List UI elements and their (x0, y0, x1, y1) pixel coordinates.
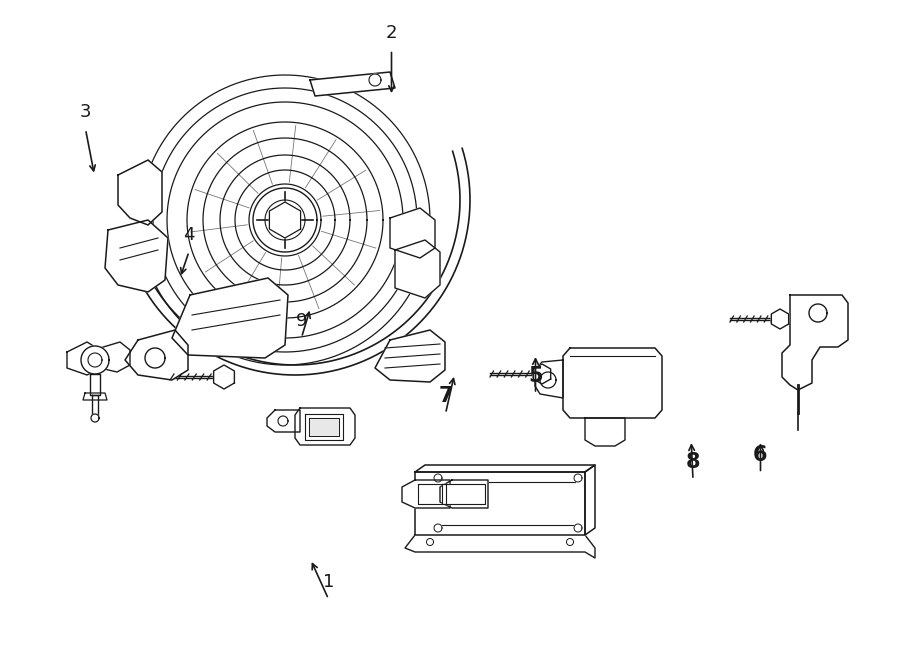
Polygon shape (91, 414, 99, 422)
Polygon shape (534, 364, 551, 384)
Polygon shape (172, 278, 288, 358)
Polygon shape (574, 474, 582, 482)
Polygon shape (771, 309, 788, 329)
Polygon shape (369, 74, 381, 86)
Text: 8: 8 (686, 452, 700, 472)
Polygon shape (88, 353, 102, 367)
Polygon shape (395, 240, 440, 298)
Text: 4: 4 (184, 226, 194, 244)
Polygon shape (67, 342, 100, 375)
Polygon shape (535, 360, 563, 398)
Polygon shape (427, 538, 434, 545)
Polygon shape (434, 524, 442, 532)
Polygon shape (440, 480, 488, 508)
Polygon shape (442, 484, 485, 504)
Text: 3: 3 (80, 103, 91, 121)
Polygon shape (782, 295, 848, 390)
Polygon shape (265, 200, 305, 240)
Polygon shape (563, 348, 662, 418)
Text: 2: 2 (386, 24, 397, 42)
Polygon shape (100, 342, 130, 372)
Polygon shape (375, 330, 445, 382)
Polygon shape (253, 188, 317, 252)
Polygon shape (118, 160, 162, 225)
Polygon shape (415, 472, 585, 535)
Polygon shape (92, 395, 98, 415)
Polygon shape (105, 220, 168, 292)
Polygon shape (213, 365, 234, 389)
Polygon shape (278, 416, 288, 426)
Polygon shape (269, 202, 301, 238)
Polygon shape (309, 418, 339, 436)
Polygon shape (145, 348, 165, 368)
Polygon shape (434, 474, 442, 482)
Text: 5: 5 (528, 366, 543, 386)
Text: 9: 9 (296, 312, 307, 330)
Polygon shape (310, 72, 395, 96)
Polygon shape (305, 414, 343, 440)
Polygon shape (81, 346, 109, 374)
Polygon shape (574, 524, 582, 532)
Polygon shape (809, 304, 827, 322)
Text: 7: 7 (438, 386, 453, 406)
Polygon shape (540, 372, 556, 388)
Text: 1: 1 (323, 573, 334, 591)
Polygon shape (125, 330, 188, 380)
Polygon shape (418, 484, 446, 504)
Polygon shape (390, 208, 435, 258)
Polygon shape (566, 538, 573, 545)
Polygon shape (267, 410, 300, 432)
Polygon shape (90, 374, 100, 395)
Polygon shape (83, 393, 107, 400)
Polygon shape (295, 408, 355, 445)
Polygon shape (415, 465, 595, 472)
Polygon shape (585, 465, 595, 535)
Polygon shape (405, 535, 595, 558)
Text: 6: 6 (753, 446, 768, 465)
Polygon shape (585, 418, 625, 446)
Polygon shape (402, 480, 450, 508)
